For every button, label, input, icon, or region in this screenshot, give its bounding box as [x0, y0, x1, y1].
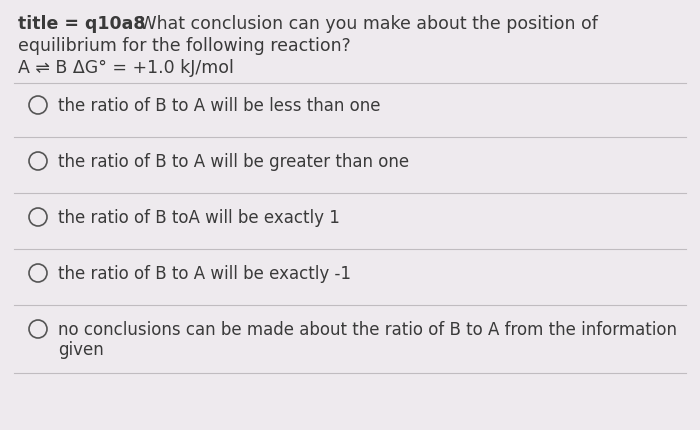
Text: the ratio of B to A will be greater than one: the ratio of B to A will be greater than…: [58, 153, 409, 171]
Text: the ratio of B toA will be exactly 1: the ratio of B toA will be exactly 1: [58, 209, 340, 227]
Text: A ⇌ B ΔG° = +1.0 kJ/mol: A ⇌ B ΔG° = +1.0 kJ/mol: [18, 59, 234, 77]
Text: the ratio of B to A will be exactly -1: the ratio of B to A will be exactly -1: [58, 265, 351, 283]
Text: no conclusions can be made about the ratio of B to A from the information: no conclusions can be made about the rat…: [58, 321, 677, 339]
Text: given: given: [58, 341, 104, 359]
Text: What conclusion can you make about the position of: What conclusion can you make about the p…: [134, 15, 598, 33]
Text: the ratio of B to A will be less than one: the ratio of B to A will be less than on…: [58, 97, 381, 115]
Text: title = q10a8: title = q10a8: [18, 15, 146, 33]
Text: equilibrium for the following reaction?: equilibrium for the following reaction?: [18, 37, 351, 55]
